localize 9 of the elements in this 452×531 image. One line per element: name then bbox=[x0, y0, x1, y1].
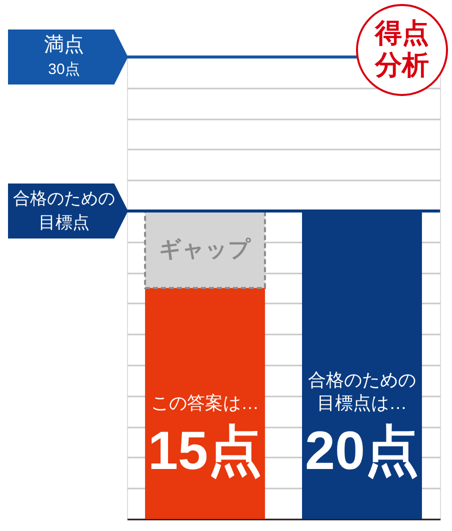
x-tick-label: 合格のための目標点は… bbox=[308, 370, 416, 413]
annotation: 得点分析 bbox=[374, 18, 429, 80]
ref-line-label: 合格のための目標点 bbox=[13, 189, 115, 232]
data-label: 15点 bbox=[148, 421, 262, 481]
x-tick-label: この答案は… bbox=[151, 393, 260, 413]
data-label: 20点 bbox=[304, 421, 420, 481]
series-label: ギャップ bbox=[159, 236, 252, 262]
ref-line-label: 満点 bbox=[44, 34, 84, 56]
text: 30点 bbox=[48, 61, 80, 78]
